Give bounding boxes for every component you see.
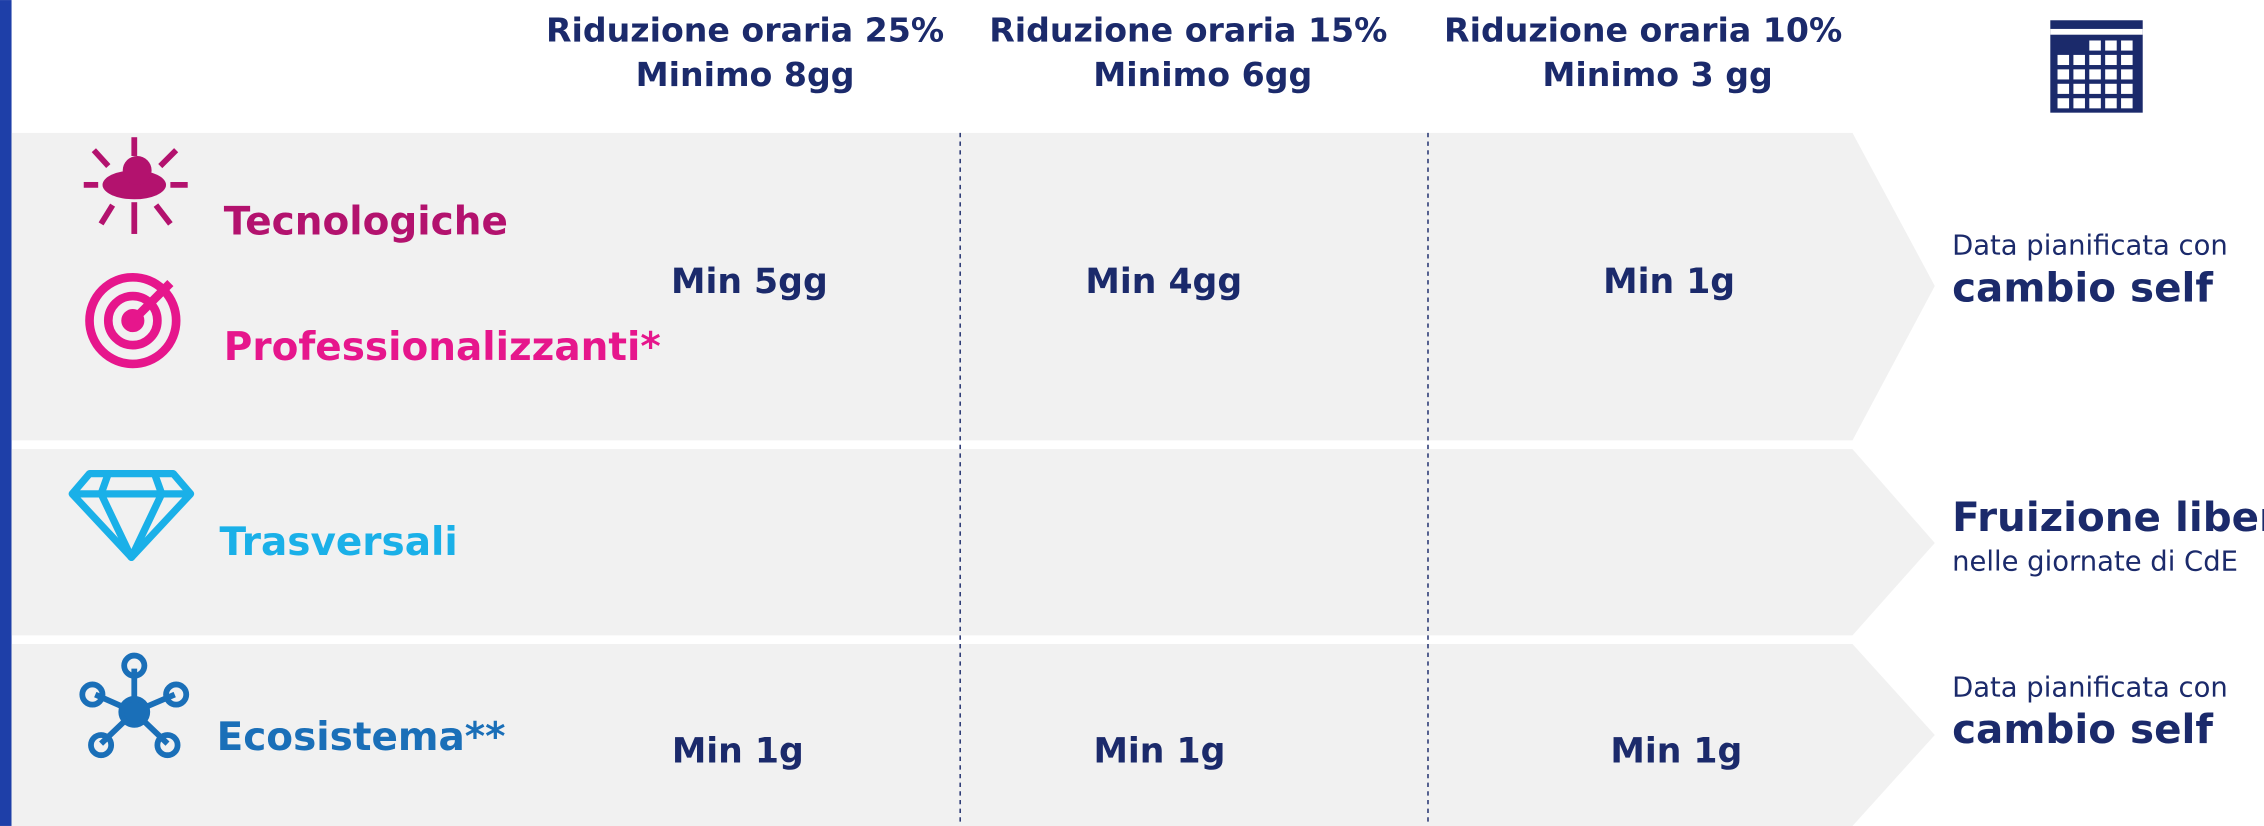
left-strip xyxy=(0,0,12,826)
calendar-cell xyxy=(2073,98,2085,109)
calendar-icon xyxy=(2050,20,2143,113)
calendar-cell xyxy=(2089,98,2101,109)
calendar-cell xyxy=(2073,83,2085,94)
calendar-cell xyxy=(2089,69,2101,80)
category-label: Trasversali xyxy=(219,520,457,565)
calendar-cell xyxy=(2073,69,2085,80)
calendar-cell xyxy=(2105,98,2117,109)
calendar-cell xyxy=(2073,54,2085,66)
cloud-icon xyxy=(83,137,188,234)
cell: Min 1g xyxy=(1610,731,1742,771)
column-header: Riduzione oraria 25% xyxy=(546,10,944,49)
column-header: Riduzione oraria 15% xyxy=(989,10,1387,49)
calendar-cell xyxy=(2121,40,2133,51)
calendar-cell xyxy=(2105,69,2117,80)
category-label: Professionalizzanti* xyxy=(224,325,661,370)
cell: Min 5gg xyxy=(671,262,828,302)
network-icon xyxy=(79,652,190,759)
target-icon xyxy=(85,272,181,369)
calendar-cell xyxy=(2089,40,2101,51)
calendar-cell xyxy=(2121,69,2133,80)
calendar-cell xyxy=(2089,83,2101,94)
row-band xyxy=(11,449,1935,636)
note-line: cambio self xyxy=(1952,263,2213,311)
calendar-cell xyxy=(2105,83,2117,94)
calendar-cell xyxy=(2057,54,2070,66)
calendar-cell xyxy=(2057,69,2070,80)
calendar-grid xyxy=(2057,40,2133,109)
category-label: Tecnologiche xyxy=(224,199,508,244)
row-band xyxy=(11,132,1935,441)
cell: Min 4gg xyxy=(1085,262,1242,302)
category-label: Ecosistema** xyxy=(217,715,506,760)
note-line: nelle giornate di CdE xyxy=(1952,547,2238,578)
calendar-cell xyxy=(2105,54,2117,66)
calendar-cell xyxy=(2057,98,2070,109)
column-header: Riduzione oraria 10% xyxy=(1444,10,1842,49)
note-line: cambio self xyxy=(1952,705,2213,753)
column-header: Minimo 8gg xyxy=(636,55,855,94)
calendar-cell xyxy=(2121,98,2133,109)
calendar-cell xyxy=(2089,54,2101,66)
diamond-icon xyxy=(68,470,195,561)
note-line: Data pianificata con xyxy=(1952,230,2228,261)
note-line: Data pianificata con xyxy=(1952,672,2228,703)
note-line: Fruizione libera xyxy=(1952,493,2264,541)
calendar-cell xyxy=(2057,83,2070,94)
calendar-cell xyxy=(2121,83,2133,94)
cell: Min 1g xyxy=(672,731,804,771)
calendar-cell xyxy=(2105,40,2117,51)
row-band xyxy=(11,644,1935,826)
cell: Min 1g xyxy=(1603,262,1735,302)
cell: Min 1g xyxy=(1093,731,1225,771)
column-header: Minimo 3 gg xyxy=(1542,55,1772,94)
calendar-cell xyxy=(2121,54,2133,66)
column-header: Minimo 6gg xyxy=(1093,55,1312,94)
